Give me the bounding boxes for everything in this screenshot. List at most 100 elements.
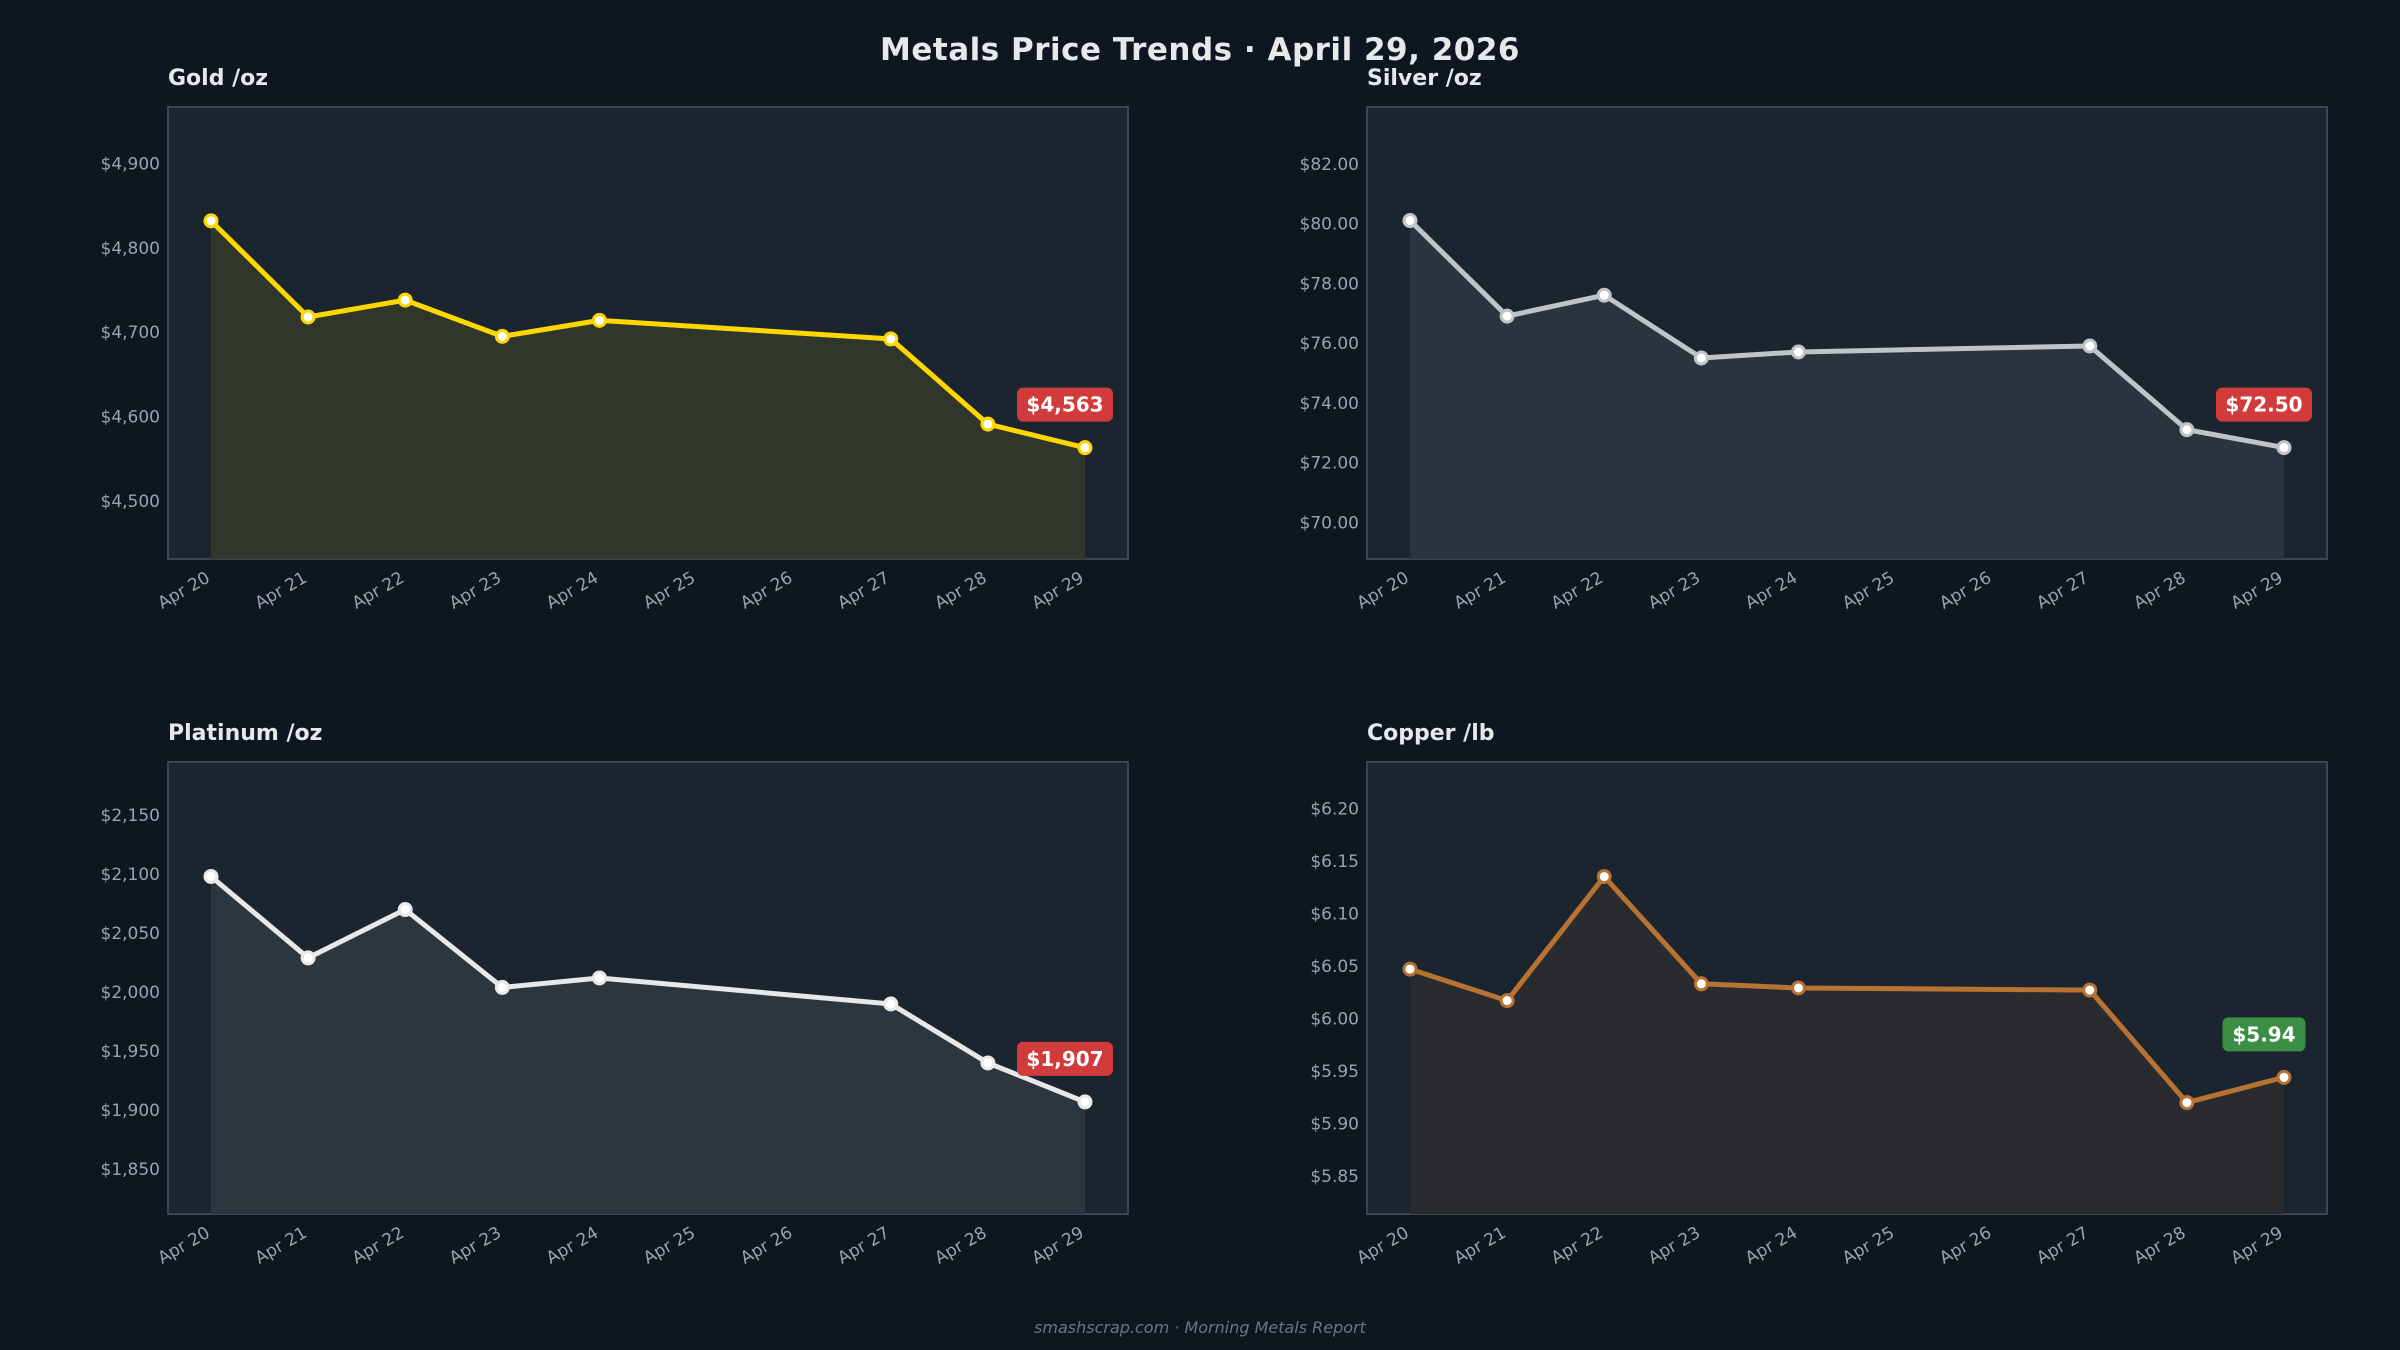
y-tick-label: $2,150 [101, 806, 160, 826]
x-tick-label: Apr 23 [1645, 1223, 1704, 1269]
y-tick-label: $78.00 [1300, 274, 1359, 294]
y-tick-label: $6.15 [1310, 852, 1359, 872]
data-point [2179, 422, 2195, 438]
y-tick-label: $4,700 [101, 323, 160, 343]
data-point [1596, 287, 1612, 303]
x-tick-label: Apr 22 [349, 1223, 408, 1269]
x-tick-label: Apr 27 [2033, 568, 2092, 614]
y-tick-label: $4,800 [101, 239, 160, 259]
data-point [1790, 344, 1806, 360]
data-point [494, 979, 510, 995]
data-point [883, 996, 899, 1012]
latest-price-label: $4,563 [1026, 393, 1103, 417]
y-tick-label: $2,100 [101, 865, 160, 885]
platinum-chart: Platinum /oz $1,850 $1,900 $1,950 $2,000 $2,0… [101, 721, 1129, 1269]
x-tick-label: Apr 21 [1451, 1223, 1510, 1269]
x-tick-label: Apr 21 [252, 1223, 311, 1269]
y-tick-label: $4,900 [101, 155, 160, 175]
y-tick-label: $6.20 [1310, 799, 1359, 819]
y-tick-label: $6.00 [1310, 1009, 1359, 1029]
latest-price-label: $1,907 [1026, 1047, 1103, 1071]
y-tick-label: $5.95 [1310, 1062, 1359, 1082]
x-tick-label: Apr 27 [2033, 1223, 2092, 1269]
data-point [1596, 869, 1612, 885]
x-tick-label: Apr 22 [349, 568, 408, 614]
x-tick-label: Apr 21 [1451, 568, 1510, 614]
gold-chart: Gold /oz $4,500 $4,600 $4,700 $4,800 $4,900 Ap… [101, 66, 1129, 614]
y-tick-label: $80.00 [1300, 215, 1359, 235]
chart-title: Platinum /oz [168, 721, 322, 746]
data-point [300, 309, 316, 325]
data-point [980, 416, 996, 432]
x-tick-label: Apr 25 [1839, 1223, 1898, 1269]
x-tick-label: Apr 29 [2228, 1223, 2287, 1269]
data-point [883, 331, 899, 347]
y-tick-label: $72.00 [1300, 454, 1359, 474]
x-tick-label: Apr 20 [1354, 1223, 1413, 1269]
x-tick-label: Apr 23 [446, 1223, 505, 1269]
data-point [1077, 440, 1093, 456]
y-tick-label: $5.90 [1310, 1115, 1359, 1135]
chart-title: Gold /oz [168, 66, 268, 91]
x-tick-label: Apr 26 [1936, 1223, 1995, 1269]
data-point [1693, 350, 1709, 366]
data-point [591, 970, 607, 986]
series-line [1409, 874, 2285, 1106]
data-point [203, 868, 219, 884]
x-tick-label: Apr 25 [640, 568, 699, 614]
area-fill [211, 220, 1085, 560]
y-tick-label: $6.05 [1310, 957, 1359, 977]
y-tick-label: $5.85 [1310, 1167, 1359, 1187]
x-tick-label: Apr 20 [1354, 568, 1413, 614]
series-line [209, 874, 1086, 1105]
copper-chart: Copper /lb $5.85 $5.90 $5.95 $6.00 $6.05 $6.10… [1310, 721, 2328, 1269]
latest-price-badge [2216, 387, 2312, 422]
area-fill [211, 876, 1085, 1214]
x-tick-label: Apr 24 [1742, 1223, 1801, 1269]
data-point [397, 292, 413, 308]
y-tick-label: $4,500 [101, 492, 160, 512]
x-tick-label: Apr 26 [737, 568, 796, 614]
footer-credit: smashscrap.com · Morning Metals Report [1034, 1318, 1366, 1337]
latest-price-badge [1017, 1041, 1113, 1076]
chart-title: Copper /lb [1367, 721, 1495, 746]
data-point [980, 1055, 996, 1071]
x-tick-label: Apr 24 [543, 1223, 602, 1269]
data-point [300, 950, 316, 966]
latest-price-badge [2222, 1017, 2306, 1052]
y-tick-label: $82.00 [1300, 155, 1359, 175]
data-point [2276, 440, 2292, 456]
y-tick-label: $70.00 [1300, 513, 1359, 533]
x-tick-label: Apr 23 [1645, 568, 1704, 614]
data-point [2082, 338, 2098, 354]
page-title: Metals Price Trends · April 29, 2026 [880, 32, 1520, 68]
y-tick-label: $2,050 [101, 924, 160, 944]
data-point [1499, 308, 1515, 324]
x-tick-label: Apr 24 [1742, 568, 1801, 614]
data-point [203, 213, 219, 229]
y-tick-label: $4,600 [101, 407, 160, 427]
data-point [1402, 961, 1418, 977]
series-line [209, 219, 1086, 451]
x-tick-label: Apr 22 [1548, 568, 1607, 614]
y-tick-label: $74.00 [1300, 394, 1359, 414]
x-tick-label: Apr 20 [155, 1223, 214, 1269]
x-tick-label: Apr 29 [2228, 568, 2287, 614]
chart-title: Silver /oz [1367, 66, 1482, 91]
x-tick-label: Apr 23 [446, 568, 505, 614]
x-tick-label: Apr 27 [834, 1223, 893, 1269]
x-tick-label: Apr 24 [543, 568, 602, 614]
area-fill [1410, 876, 2284, 1214]
x-tick-label: Apr 22 [1548, 1223, 1607, 1269]
x-tick-label: Apr 27 [834, 568, 893, 614]
x-tick-label: Apr 29 [1029, 568, 1088, 614]
data-point [494, 328, 510, 344]
x-tick-label: Apr 26 [1936, 568, 1995, 614]
y-tick-label: $2,000 [101, 983, 160, 1003]
data-point [2179, 1095, 2195, 1111]
area-fill [1410, 220, 2284, 559]
x-tick-label: Apr 26 [737, 1223, 796, 1269]
data-point [1402, 213, 1418, 229]
x-tick-label: Apr 28 [931, 568, 990, 614]
